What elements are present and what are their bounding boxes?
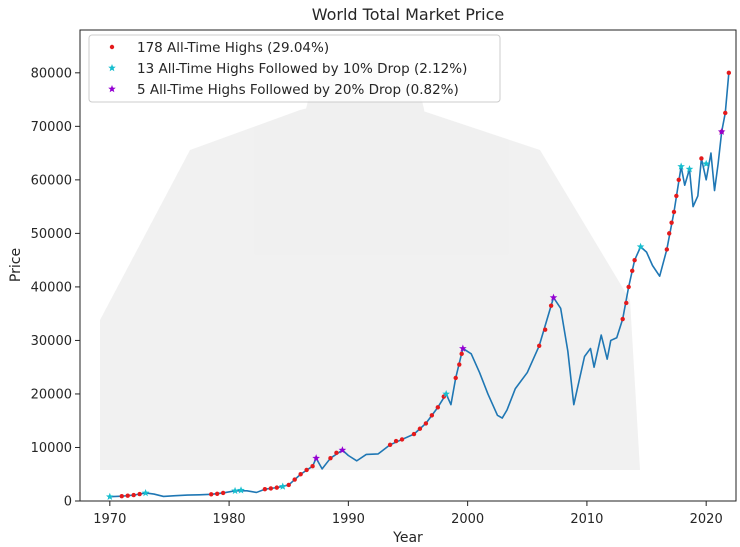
- series-layer: [106, 70, 732, 500]
- all-time-high-point: [292, 477, 297, 482]
- ath-20pct-drop-point: [459, 344, 467, 352]
- y-tick-label: 40000: [31, 280, 72, 295]
- ath-10pct-drop-point: [442, 389, 450, 398]
- ath-10pct-drop-point: [237, 486, 245, 494]
- all-time-high-point: [676, 177, 681, 183]
- y-axis-title: Price: [8, 248, 24, 282]
- ath-20pct-drop-point: [338, 446, 347, 454]
- x-tick-label: 2000: [451, 512, 484, 527]
- all-time-high-point: [626, 284, 631, 290]
- y-tick-label: 20000: [31, 387, 72, 402]
- ath-10pct-drop-point: [231, 486, 239, 495]
- all-time-high-point: [411, 431, 417, 437]
- ath-10pct-drop-point: [106, 492, 114, 500]
- all-time-high-point: [429, 413, 435, 418]
- x-tick-label: 1970: [93, 512, 126, 527]
- all-time-high-point: [632, 257, 637, 263]
- all-time-high-point: [214, 491, 220, 496]
- all-time-high-point: [457, 362, 462, 367]
- legend-box: [88, 34, 501, 103]
- x-tick-label: 1980: [213, 512, 246, 527]
- price-line: [109, 72, 730, 498]
- ath-10pct-drop-point: [278, 482, 287, 490]
- all-time-high-point: [119, 493, 124, 499]
- all-time-high-point: [399, 437, 405, 442]
- x-axis: 1970 1980 1990 2000 2010 2020: [93, 501, 723, 527]
- ath-20pct-drop-point: [717, 127, 726, 135]
- y-tick-label: 70000: [31, 120, 72, 135]
- all-time-high-point: [459, 351, 464, 357]
- all-time-high-point: [699, 156, 704, 161]
- y-tick-label: 80000: [31, 66, 72, 81]
- x-tick-label: 2020: [690, 512, 723, 527]
- all-time-high-point: [274, 485, 279, 490]
- all-time-high-point: [726, 70, 732, 76]
- legend-marker-dot: [109, 44, 115, 50]
- all-time-high-point: [669, 220, 674, 225]
- all-time-high-point: [548, 303, 554, 308]
- all-time-high-point: [304, 467, 309, 473]
- all-time-high-point: [423, 421, 429, 426]
- all-time-high-point: [537, 343, 542, 348]
- y-axis: 0 10000 20000 30000 40000 50000 60000 70000 8000…: [31, 66, 80, 510]
- all-time-high-point: [723, 110, 728, 116]
- all-time-high-point: [435, 405, 441, 410]
- all-time-high-point: [417, 426, 423, 431]
- ath-10pct-drop-point: [677, 162, 685, 170]
- all-time-high-point: [137, 491, 142, 497]
- y-tick-label: 30000: [31, 334, 72, 349]
- all-time-high-point: [262, 487, 268, 492]
- x-tick-label: 2010: [570, 512, 603, 527]
- all-time-high-point: [328, 455, 333, 461]
- legend: 178 All-Time Highs (29.04%) 13 All-Time H…: [88, 34, 501, 103]
- all-time-high-point: [671, 209, 677, 215]
- y-tick-label: 10000: [31, 441, 72, 456]
- all-time-high-point: [131, 492, 136, 498]
- all-time-high-point: [667, 231, 672, 236]
- ath-10pct-drop-point: [702, 159, 710, 168]
- y-tick-label: 60000: [31, 173, 72, 188]
- all-time-high-point: [268, 486, 274, 491]
- x-axis-title: Year: [392, 530, 423, 546]
- all-time-high-point: [286, 482, 291, 488]
- legend-marker-star: [108, 85, 116, 93]
- all-time-high-point: [310, 464, 315, 469]
- all-time-high-point: [220, 490, 226, 496]
- chart-title: World Total Market Price: [312, 5, 505, 24]
- ath-20pct-drop-point: [549, 293, 558, 301]
- ath-20pct-drop-point: [312, 454, 320, 462]
- all-time-high-point: [674, 193, 679, 199]
- legend-label: 5 All-Time Highs Followed by 20% Drop (0…: [137, 82, 459, 98]
- plot-area: [79, 29, 737, 502]
- all-time-high-point: [453, 375, 458, 381]
- background-silhouette: [100, 60, 640, 470]
- all-time-high-point: [630, 268, 635, 274]
- all-time-high-point: [542, 327, 548, 332]
- all-time-high-point: [393, 438, 399, 444]
- all-time-high-point: [209, 492, 214, 497]
- legend-label: 178 All-Time Highs (29.04%): [137, 40, 329, 56]
- y-tick-label: 50000: [31, 227, 72, 242]
- all-time-high-point: [334, 450, 339, 456]
- all-time-high-point: [620, 316, 625, 322]
- ath-10pct-drop-point: [141, 488, 150, 497]
- legend-marker-star: [108, 64, 116, 72]
- all-time-high-point: [298, 472, 303, 477]
- legend-label: 13 All-Time Highs Followed by 10% Drop (…: [137, 61, 467, 77]
- all-time-high-point: [125, 493, 130, 498]
- ath-10pct-drop-point: [685, 165, 694, 173]
- y-tick-label: 0: [64, 495, 72, 510]
- x-tick-label: 1990: [332, 512, 365, 527]
- all-time-high-point: [624, 300, 629, 306]
- all-time-high-point: [664, 247, 670, 252]
- all-time-high-point: [387, 442, 393, 448]
- ath-10pct-drop-point: [636, 242, 645, 250]
